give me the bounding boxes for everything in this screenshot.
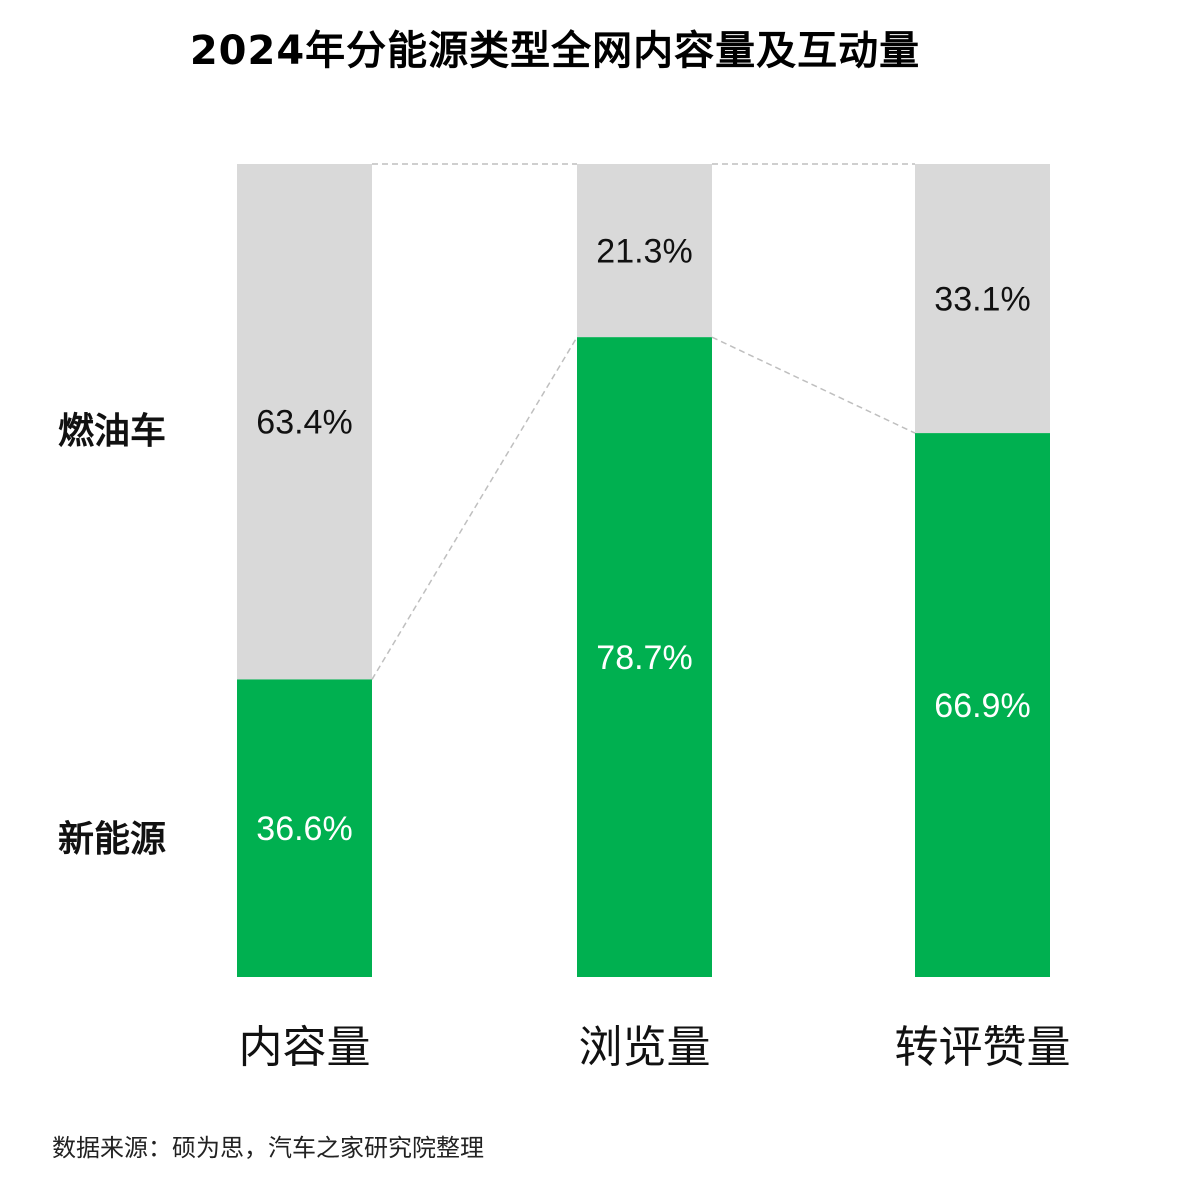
legend-label-nev: 新能源 [58, 819, 167, 860]
category-label-1: 浏览量 [579, 1022, 711, 1073]
data-label-ice-0: 63.4% [256, 404, 352, 442]
category-label-2: 转评赞量 [895, 1022, 1071, 1073]
data-label-nev-2: 66.9% [934, 687, 1030, 725]
bar-segment-nev-0 [237, 679, 372, 977]
bar-segment-ice-0 [237, 164, 372, 680]
source-note: 数据来源：硕为思，汽车之家研究院整理 [52, 1134, 484, 1162]
data-label-nev-0: 36.6% [256, 810, 352, 848]
bar-segment-ice-1 [577, 164, 712, 338]
connector-split-0 [371, 336, 578, 680]
bar-segment-nev-2 [915, 433, 1050, 977]
category-label-0: 内容量 [239, 1022, 371, 1073]
data-label-ice-1: 21.3% [596, 233, 692, 271]
chart-title: 2024年分能源类型全网内容量及互动量 [189, 28, 921, 74]
data-label-nev-1: 78.7% [596, 639, 692, 677]
data-label-ice-2: 33.1% [934, 281, 1030, 319]
legend-label-ice: 燃油车 [58, 411, 167, 452]
bar-segment-ice-2 [915, 164, 1050, 434]
connector-split-1 [711, 336, 916, 434]
bar-segment-nev-1 [577, 337, 712, 977]
